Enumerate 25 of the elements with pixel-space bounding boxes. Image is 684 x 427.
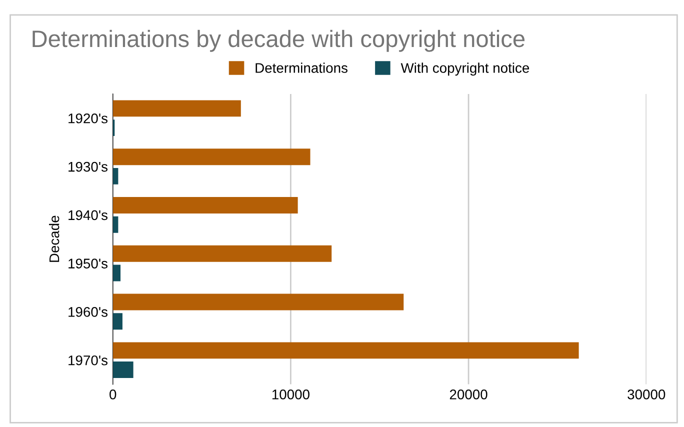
bar: [112, 216, 118, 233]
bar: [112, 342, 579, 359]
chart-title: Determinations by decade with copyright notice: [32, 30, 525, 52]
legend-label: Determinations: [256, 62, 348, 73]
y-tick-label: 1930's: [68, 162, 108, 172]
bar: [112, 313, 122, 330]
y-axis-title: Decade: [49, 216, 60, 262]
bar: [112, 197, 298, 214]
bar: [112, 100, 241, 117]
x-tick-label: 20000: [450, 390, 488, 400]
bar: [112, 245, 332, 262]
y-tick-label: 1970's: [68, 355, 108, 366]
bar: [112, 362, 134, 378]
bar: [112, 148, 310, 166]
bar: [112, 168, 118, 184]
y-tick-label: 1940's: [68, 210, 108, 220]
bar: [112, 264, 121, 282]
x-tick-label: 10000: [272, 390, 310, 400]
x-tick-label: 0: [110, 390, 116, 400]
legend-label: With copyright notice: [400, 62, 530, 76]
x-tick-label: 30000: [628, 390, 666, 400]
y-tick-label: 1950's: [68, 258, 108, 268]
y-tick-label: 1920's: [68, 113, 108, 124]
bar: [112, 294, 404, 310]
y-tick-label: 1960's: [68, 307, 108, 317]
